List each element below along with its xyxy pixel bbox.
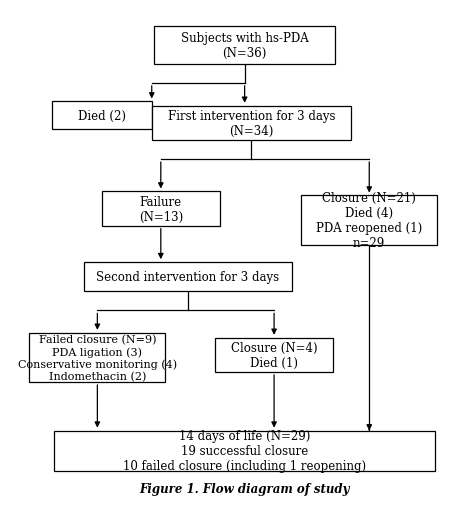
Text: 14 days of life (N=29)
19 successful closure
10 failed closure (including 1 reop: 14 days of life (N=29) 19 successful clo…	[123, 430, 366, 472]
FancyBboxPatch shape	[29, 333, 165, 382]
FancyBboxPatch shape	[55, 431, 435, 471]
Text: First intervention for 3 days
(N=34): First intervention for 3 days (N=34)	[168, 109, 335, 137]
Text: Failed closure (N=9)
PDA ligation (3)
Conservative monitoring (4)
Indomethacin (: Failed closure (N=9) PDA ligation (3) Co…	[18, 334, 177, 381]
Text: Closure (N=21)
Died (4)
PDA reopened (1)
n=29: Closure (N=21) Died (4) PDA reopened (1)…	[316, 192, 422, 250]
FancyBboxPatch shape	[152, 106, 351, 140]
FancyBboxPatch shape	[154, 26, 335, 65]
Text: Died (2): Died (2)	[78, 109, 126, 123]
FancyBboxPatch shape	[52, 102, 152, 130]
Text: Failure
(N=13): Failure (N=13)	[139, 195, 183, 223]
Text: Subjects with hs-PDA
(N=36): Subjects with hs-PDA (N=36)	[181, 32, 309, 60]
Text: Second intervention for 3 days: Second intervention for 3 days	[96, 271, 280, 284]
FancyBboxPatch shape	[301, 196, 437, 245]
Text: Figure 1. Flow diagram of study: Figure 1. Flow diagram of study	[139, 482, 350, 495]
FancyBboxPatch shape	[215, 338, 333, 372]
FancyBboxPatch shape	[84, 263, 292, 292]
FancyBboxPatch shape	[102, 192, 220, 227]
Text: Closure (N=4)
Died (1): Closure (N=4) Died (1)	[231, 341, 318, 369]
